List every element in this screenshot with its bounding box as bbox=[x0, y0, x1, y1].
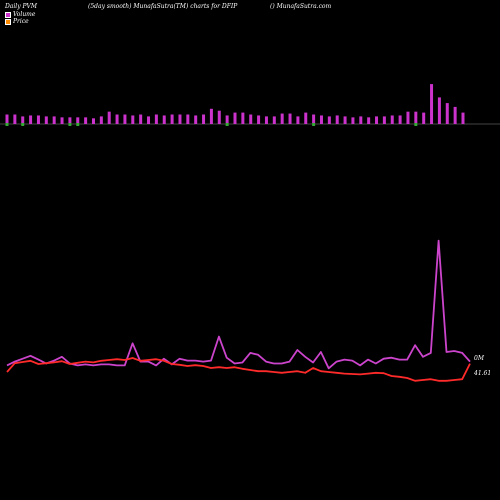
volume-bar bbox=[430, 84, 434, 124]
volume-bar-negative bbox=[5, 123, 9, 126]
volume-bar bbox=[288, 113, 292, 124]
volume-bar bbox=[225, 115, 229, 123]
volume-bar bbox=[249, 114, 253, 124]
volume-bar-negative bbox=[76, 123, 80, 126]
volume-bar bbox=[257, 115, 261, 124]
volume-bar bbox=[115, 114, 119, 124]
volume-bar bbox=[296, 116, 300, 124]
legend-volume: Volume bbox=[5, 11, 35, 18]
volume-bar bbox=[414, 111, 418, 123]
volume-bar bbox=[367, 117, 371, 124]
volume-bar bbox=[5, 114, 9, 123]
volume-bar bbox=[351, 117, 355, 124]
volume-bar bbox=[453, 106, 457, 124]
volume-bar bbox=[202, 114, 206, 124]
volume-bar bbox=[91, 118, 95, 124]
volume-bar bbox=[343, 116, 347, 124]
price-axis-label: 41.61 bbox=[474, 370, 492, 377]
volume-bar bbox=[327, 116, 331, 124]
legend-price: Price bbox=[5, 18, 29, 25]
volume-bar bbox=[52, 116, 56, 124]
volume-bar bbox=[76, 117, 80, 123]
volume-bar bbox=[209, 108, 213, 124]
volume-bar bbox=[178, 114, 182, 124]
volume-bar bbox=[406, 111, 410, 124]
volume-bar bbox=[131, 115, 135, 124]
legend-volume-label: Volume bbox=[13, 11, 36, 18]
volume-bar bbox=[162, 115, 166, 124]
volume-bar bbox=[154, 114, 158, 124]
volume-bar bbox=[241, 112, 245, 124]
volume-bar bbox=[147, 116, 151, 124]
volume-bar bbox=[36, 115, 40, 124]
legend-price-label: Price bbox=[13, 18, 29, 25]
volume-bar bbox=[84, 117, 88, 124]
volume-bar bbox=[335, 115, 339, 124]
volume-bar bbox=[123, 114, 127, 124]
volume-bar bbox=[107, 111, 111, 124]
volume-bar bbox=[359, 116, 363, 124]
volume-bar-negative bbox=[68, 123, 72, 126]
volume-axis-label: 0M bbox=[474, 355, 484, 362]
volume-bar-negative bbox=[312, 123, 316, 126]
volume-bar-negative bbox=[225, 123, 229, 126]
legend-volume-swatch bbox=[5, 11, 11, 18]
volume-bar bbox=[437, 97, 441, 124]
volume-bar bbox=[99, 116, 103, 124]
volume-bar bbox=[422, 112, 426, 124]
volume-bar bbox=[398, 115, 402, 124]
volume-bar bbox=[170, 114, 174, 124]
volume-bar bbox=[60, 117, 64, 124]
volume-bar bbox=[44, 116, 48, 124]
volume-bar bbox=[382, 116, 386, 124]
chart-type-label: Daily PVM bbox=[5, 3, 38, 10]
volume-bar-negative bbox=[21, 123, 25, 126]
volume-bar bbox=[319, 115, 323, 124]
volume-line bbox=[6, 239, 471, 370]
chart-title: (5day smooth) MunafaSutra(TM) charts for… bbox=[88, 3, 238, 10]
volume-bar bbox=[461, 112, 465, 124]
volume-bar bbox=[312, 114, 316, 123]
volume-bar bbox=[445, 103, 449, 124]
volume-bar bbox=[217, 110, 221, 124]
legend-price-swatch bbox=[5, 18, 11, 25]
volume-bar bbox=[272, 116, 276, 124]
site-credit: () MunafaSutra.com bbox=[270, 3, 332, 10]
volume-bar bbox=[13, 114, 17, 124]
volume-bar bbox=[304, 112, 308, 124]
volume-bar bbox=[390, 115, 394, 124]
volume-bar bbox=[264, 116, 268, 124]
volume-bar-negative bbox=[414, 123, 418, 126]
volume-bar bbox=[280, 113, 284, 124]
volume-bar bbox=[68, 117, 72, 123]
volume-bar bbox=[21, 116, 25, 123]
volume-bar bbox=[194, 115, 198, 124]
price-line bbox=[6, 357, 471, 382]
volume-bar bbox=[29, 115, 33, 124]
volume-bar bbox=[186, 114, 190, 124]
volume-bar bbox=[375, 116, 379, 124]
volume-bar bbox=[233, 112, 237, 124]
volume-bar bbox=[139, 114, 143, 124]
